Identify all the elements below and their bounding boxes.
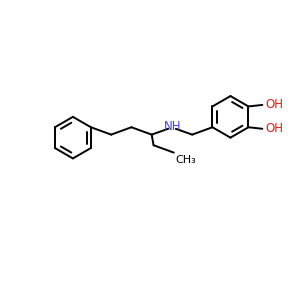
Text: NH: NH [164, 120, 182, 133]
Text: OH: OH [266, 98, 284, 111]
Text: OH: OH [266, 122, 284, 135]
Text: CH₃: CH₃ [176, 155, 196, 165]
